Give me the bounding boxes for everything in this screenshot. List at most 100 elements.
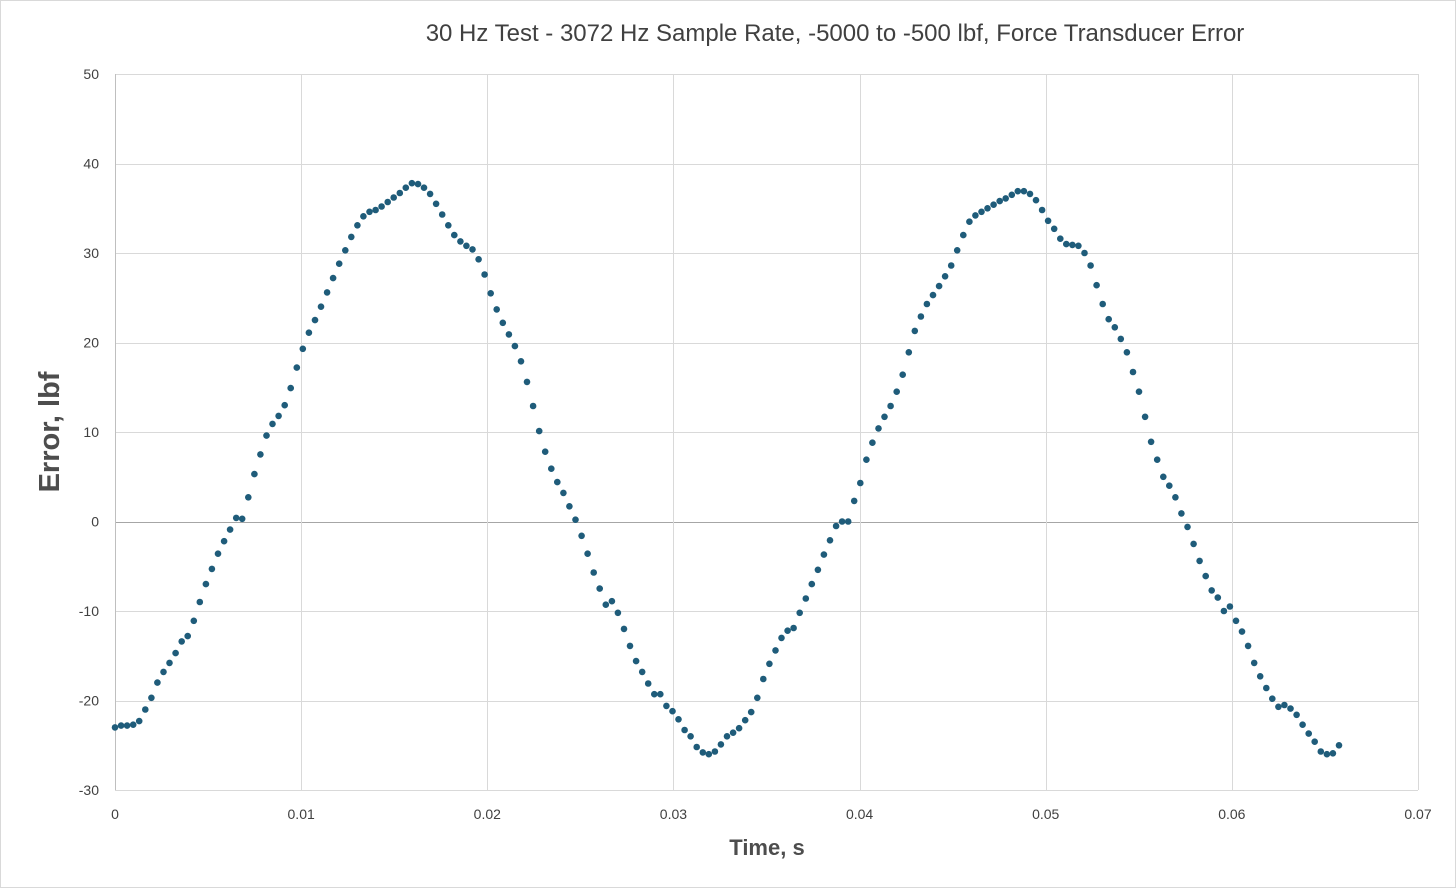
data-point [1057,235,1064,242]
gridlines [115,74,1419,791]
data-point [1105,315,1112,323]
data-point [426,190,434,198]
data-point [960,231,967,239]
data-point [1026,190,1034,198]
data-point [245,494,252,501]
data-point [178,638,185,645]
data-point [154,679,161,686]
data-point [1226,603,1234,610]
data-point [1317,748,1325,755]
data-point [1244,642,1252,650]
data-point [1135,388,1143,396]
data-point [135,717,143,725]
y-tick-label: 0 [91,514,99,530]
data-point [432,200,440,208]
data-point [984,205,991,212]
data-point [335,260,343,268]
data-point [669,707,676,715]
data-point [1208,587,1215,594]
data-point [808,580,816,588]
data-point [523,378,531,386]
data-point [711,748,719,755]
y-tick-label: 30 [83,245,99,261]
data-point [172,649,179,657]
x-tick-label: 0.06 [1218,806,1245,822]
data-point [1275,703,1282,711]
data-point [1160,473,1167,481]
data-point [1147,438,1155,446]
data-point [1184,523,1191,531]
y-tick-label: -10 [79,603,99,619]
x-tick-label: 0 [111,806,119,822]
data-point [687,733,694,740]
data-point [1335,742,1343,749]
data-point [1032,196,1040,204]
y-tick-label: 20 [83,335,99,351]
data-point [1014,187,1022,195]
x-tick-label: 0.04 [846,806,873,822]
data-point [966,218,973,225]
data-point [693,743,700,751]
data-point [632,657,640,665]
data-point [675,716,682,723]
data-point [190,617,198,625]
data-point [414,180,422,188]
data-point [420,184,428,191]
data-point [1087,262,1094,269]
data-point [408,179,416,187]
data-points [111,179,1343,758]
data-point [723,733,731,740]
data-point [899,371,906,379]
x-tick-label: 0.02 [474,806,501,822]
data-point [160,668,167,676]
data-point [1178,510,1185,517]
data-point [584,550,591,557]
data-point [881,413,888,421]
data-point [1256,673,1264,680]
data-point [729,729,737,736]
data-point [238,515,246,523]
data-point [1044,217,1052,225]
data-point [917,313,925,320]
data-point [505,331,513,338]
data-point [935,282,943,290]
data-point [572,516,579,523]
data-point [905,349,913,356]
data-point [596,585,603,592]
data-point [1287,705,1294,712]
data-point [378,203,385,210]
data-point [184,632,191,640]
data-point [814,566,822,574]
data-point [887,402,894,410]
data-point [469,246,476,253]
data-point [1002,195,1009,202]
x-tick-label: 0.07 [1404,806,1431,822]
x-tick-label: 0.01 [288,806,315,822]
data-point [620,625,628,633]
data-point [651,690,658,698]
data-point [1129,368,1137,376]
data-point [766,660,773,668]
data-point [614,609,622,617]
data-point [681,726,688,734]
data-point [299,345,307,353]
data-point [566,503,573,510]
data-point [342,247,349,254]
data-point [293,364,301,371]
data-point [560,489,567,497]
data-point [481,271,488,278]
data-point [893,388,900,396]
data-point [778,634,785,642]
data-point [208,565,216,573]
data-point [1123,349,1131,356]
data-point [784,627,791,634]
data-point [317,303,325,311]
data-point [202,580,210,588]
data-point [1220,607,1228,615]
data-point [978,208,985,216]
data-point [717,741,725,748]
data-point [1020,187,1028,195]
data-point [590,569,597,576]
data-point [875,425,882,432]
